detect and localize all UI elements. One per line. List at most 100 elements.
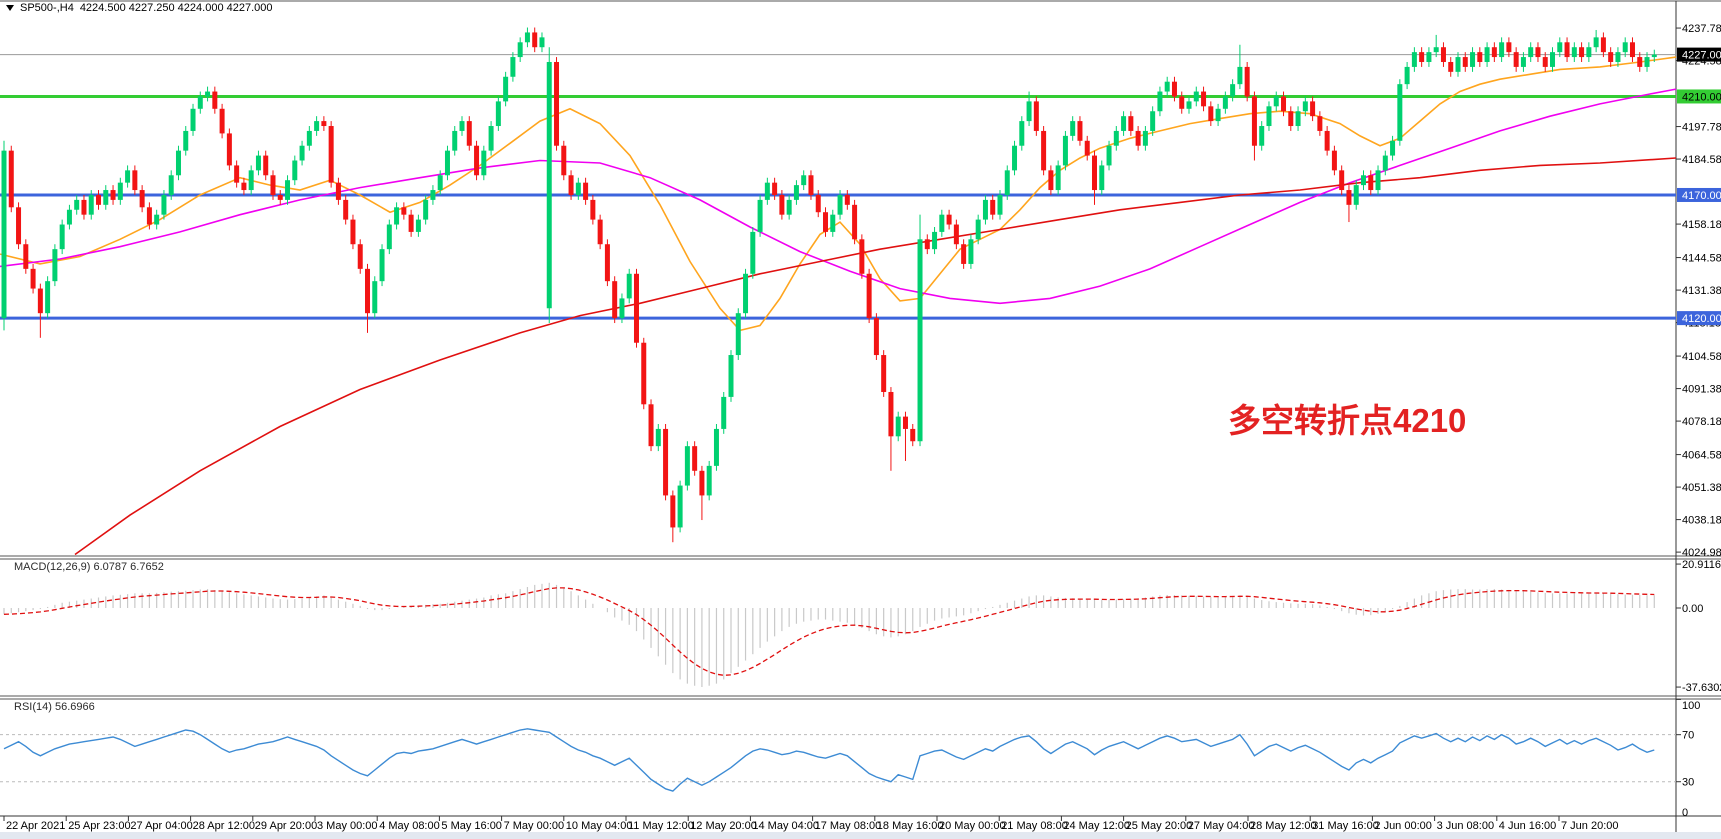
rsi-tick-label: 100 <box>1682 700 1700 712</box>
candle-body <box>633 273 639 343</box>
price-tick-label: 4197.780 <box>1682 122 1721 134</box>
candle-body <box>939 214 945 232</box>
candle-body <box>1644 57 1650 67</box>
candle-body <box>684 446 690 486</box>
candle-body <box>1230 84 1236 97</box>
price-tick-label: 4104.580 <box>1682 351 1721 363</box>
time-tick-label: 17 May 08:00 <box>815 820 882 832</box>
candle-body <box>699 470 705 496</box>
candle-body <box>1128 116 1134 131</box>
candle-body <box>590 199 596 220</box>
candle-body <box>1077 121 1083 141</box>
candle-body <box>1208 106 1214 122</box>
candle-body <box>990 199 996 215</box>
rsi-line <box>3 728 1655 792</box>
ohlc-quotes-label: 4224.500 4227.250 4224.000 4227.000 <box>79 2 273 14</box>
candle-body <box>408 214 414 232</box>
candle-body <box>1092 155 1097 191</box>
candle-body <box>1099 165 1105 191</box>
candle-body <box>1564 42 1570 58</box>
candle-body <box>37 288 43 314</box>
candle-body <box>1477 52 1483 62</box>
hline-4120-badge-label: 4120.000 <box>1682 313 1721 325</box>
candle-body <box>357 244 363 269</box>
trader-annotation-text: 多空转折点4210 <box>1228 402 1467 439</box>
candle-body <box>394 207 400 225</box>
candle-body <box>1033 101 1039 131</box>
candle-body <box>1281 96 1287 112</box>
candle-body <box>663 428 669 496</box>
symbol-dropdown-icon[interactable] <box>6 5 14 11</box>
candle-body <box>328 126 334 183</box>
price-tick-label: 4131.380 <box>1682 285 1721 297</box>
bottom-scroll-strip[interactable] <box>0 832 1721 839</box>
candle-body <box>873 318 879 356</box>
symbol-period-label: SP500-,H4 <box>20 2 74 14</box>
time-tick-label: 5 May 16:00 <box>441 820 502 832</box>
candle-body <box>1295 111 1301 127</box>
candle-body <box>692 446 698 471</box>
candle-body <box>1135 130 1141 146</box>
candle-body <box>997 194 1003 215</box>
candle-body <box>1586 47 1592 58</box>
candle-body <box>1360 175 1366 186</box>
candle-body <box>125 170 131 183</box>
time-tick-label: 12 May 20:00 <box>690 820 757 832</box>
candle-body <box>1259 126 1265 146</box>
hline-4210-badge <box>1677 89 1721 104</box>
candle-body <box>1041 130 1047 171</box>
candle-body <box>1121 116 1127 131</box>
price-tick-label: 4064.580 <box>1682 450 1721 462</box>
candle-body <box>248 170 254 191</box>
candle-body <box>968 239 974 264</box>
candle-body <box>641 342 647 405</box>
candle-body <box>452 130 458 151</box>
candle-body <box>139 190 145 208</box>
candle-body <box>212 91 218 109</box>
candle-body <box>1055 165 1061 191</box>
candle-body <box>575 182 581 195</box>
candle-body <box>895 416 901 437</box>
candle-body <box>1637 57 1643 67</box>
candle-body <box>466 121 472 146</box>
candle-body <box>1411 52 1417 67</box>
candle-body <box>503 76 509 102</box>
candle-body <box>532 32 538 48</box>
time-tick-label: 27 May 04:00 <box>1188 820 1255 832</box>
candle-body <box>175 150 181 176</box>
current-price-badge <box>1677 47 1721 62</box>
price-tick-label: 4024.980 <box>1682 547 1721 559</box>
candle-body <box>823 212 829 232</box>
candle-body <box>808 175 814 195</box>
time-tick-label: 7 Jun 20:00 <box>1561 820 1619 832</box>
candle-body <box>772 182 778 195</box>
time-tick-label: 21 May 08:00 <box>1001 820 1068 832</box>
candle-body <box>372 281 378 314</box>
candle-body <box>1310 101 1316 117</box>
candle-body <box>1317 116 1323 131</box>
candle-body <box>524 32 530 43</box>
macd-tick-label: 20.9116 <box>1682 559 1721 571</box>
time-tick-label: 28 May 12:00 <box>1250 820 1317 832</box>
candle-body <box>626 273 632 299</box>
macd-tick-label: -37.6302 <box>1682 682 1721 694</box>
candle-body <box>1106 145 1112 166</box>
candle-body <box>401 207 407 215</box>
candle-body <box>932 231 938 250</box>
macd-signal-line <box>3 587 1655 676</box>
candle-body <box>917 239 923 442</box>
price-tick-label: 4038.180 <box>1682 515 1721 527</box>
candle-body <box>154 214 160 225</box>
time-tick-label: 4 May 08:00 <box>379 820 440 832</box>
candle-body <box>321 121 327 127</box>
candle-body <box>961 244 967 264</box>
candle-body <box>1513 52 1519 67</box>
candle-body <box>1550 52 1556 67</box>
candle-body <box>757 199 763 232</box>
candle-body <box>852 204 858 240</box>
candle-body <box>597 219 603 245</box>
candle-body <box>1491 47 1497 58</box>
candle-body <box>721 396 727 429</box>
chart-title-bar: SP500-,H4 4224.500 4227.250 4224.000 422… <box>6 2 273 14</box>
